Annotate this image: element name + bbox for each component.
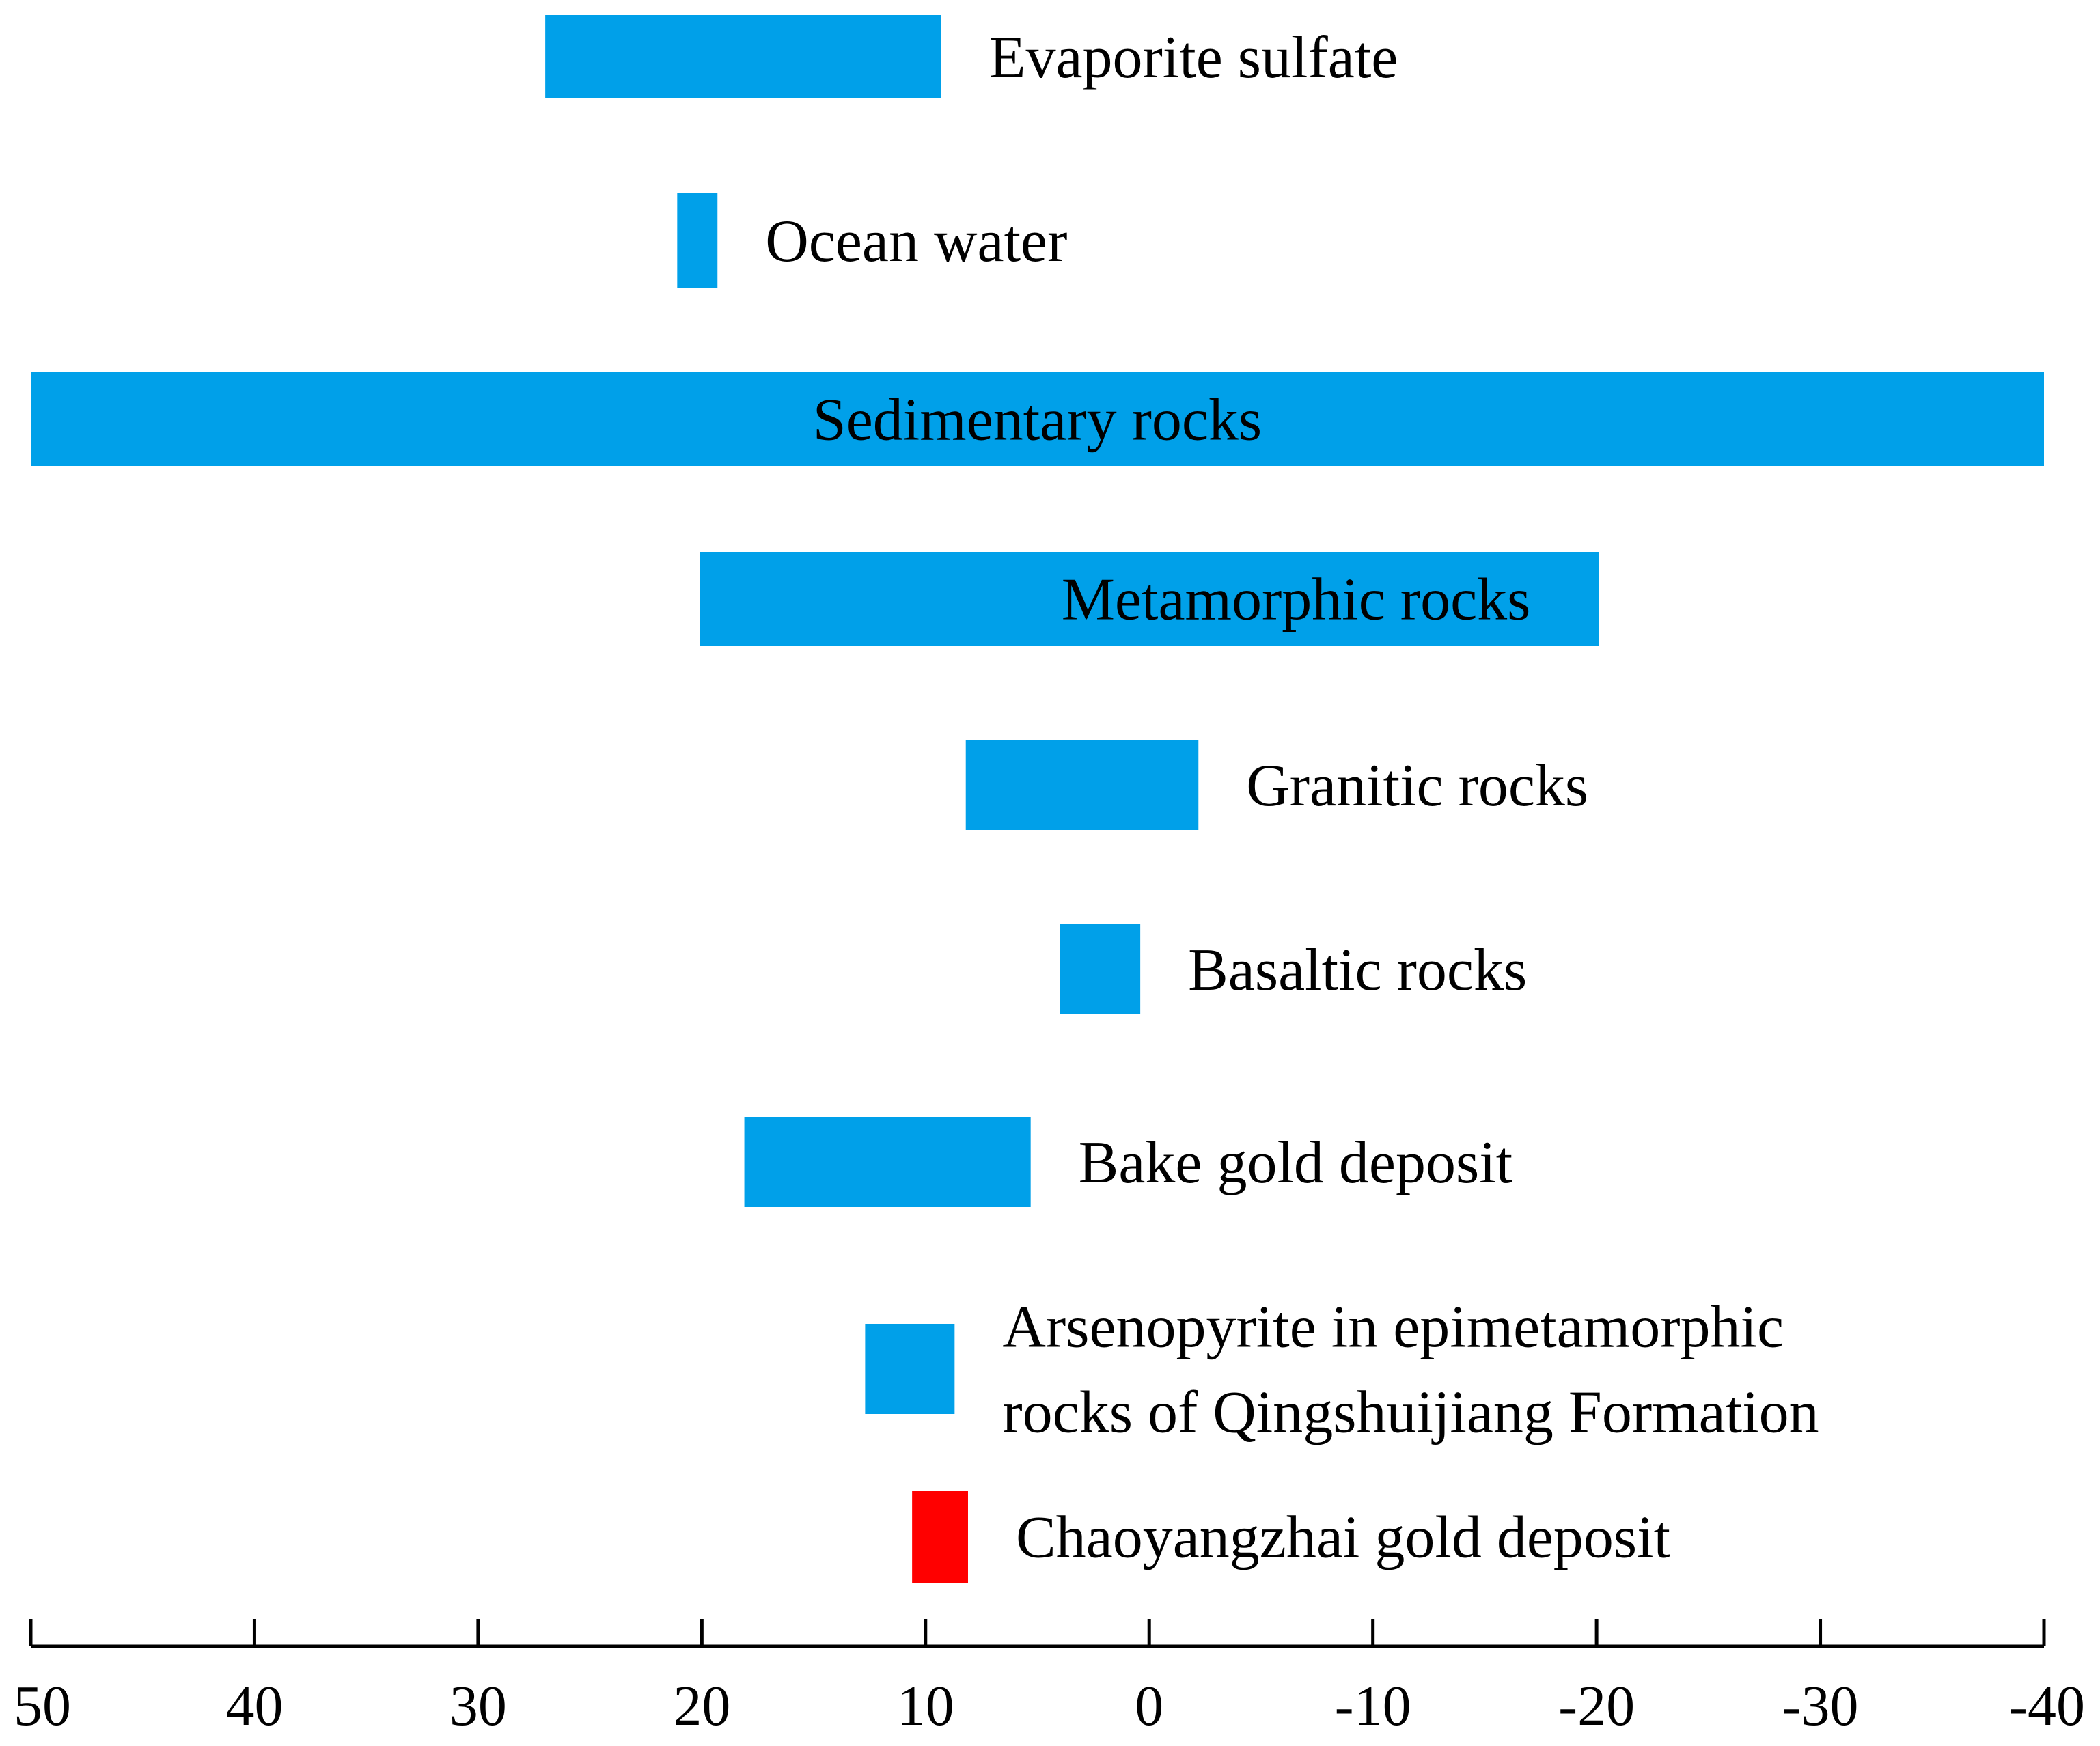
bar-0 [545, 15, 941, 98]
bar-label-6-0: Bake gold deposit [1079, 1130, 1512, 1196]
bar-8 [912, 1491, 968, 1583]
x-tick-label-6: -10 [1335, 1674, 1411, 1738]
bar-6 [744, 1117, 1031, 1207]
bar-2 [31, 372, 2044, 466]
bar-label-7-0: Arsenopyrite in epimetamorphic [1002, 1294, 1784, 1361]
x-tick-label-0: 50 [14, 1674, 71, 1738]
x-tick-label-2: 30 [450, 1674, 507, 1738]
bar-label-0-0: Evaporite sulfate [989, 25, 1398, 91]
x-tick-label-8: -30 [1782, 1674, 1859, 1738]
bar-4 [965, 740, 1199, 830]
bar-label-2-0: Sedimentary rocks [813, 387, 1262, 454]
x-axis: 50 40 30 20 10 0 -10 -20 -30 -40 [14, 1619, 2085, 1738]
bar-1 [677, 193, 718, 288]
x-tick-label-3: 20 [673, 1674, 730, 1738]
bar-5 [1060, 924, 1141, 1014]
bar-label-4-0: Granitic rocks [1246, 753, 1588, 819]
x-tick-label-1: 40 [225, 1674, 283, 1738]
bars-layer: Evaporite sulfate Ocean water Sedimentary … [31, 15, 2044, 1583]
bar-3 [700, 552, 1599, 646]
bar-label-5-0: Basaltic rocks [1188, 937, 1527, 1003]
bar-label-3-0: Metamorphic rocks [1062, 567, 1531, 633]
bar-label-1-0: Ocean water [765, 208, 1067, 275]
bar-7 [865, 1324, 955, 1414]
x-tick-label-9: -40 [2008, 1674, 2085, 1738]
x-tick-label-4: 10 [897, 1674, 954, 1738]
x-tick-label-7: -20 [1558, 1674, 1635, 1738]
x-tick-label-5: 0 [1135, 1674, 1163, 1738]
bar-label-7-1: rocks of Qingshuijiang Formation [1002, 1380, 1819, 1446]
bar-label-8-0: Chaoyangzhai gold deposit [1016, 1505, 1670, 1571]
